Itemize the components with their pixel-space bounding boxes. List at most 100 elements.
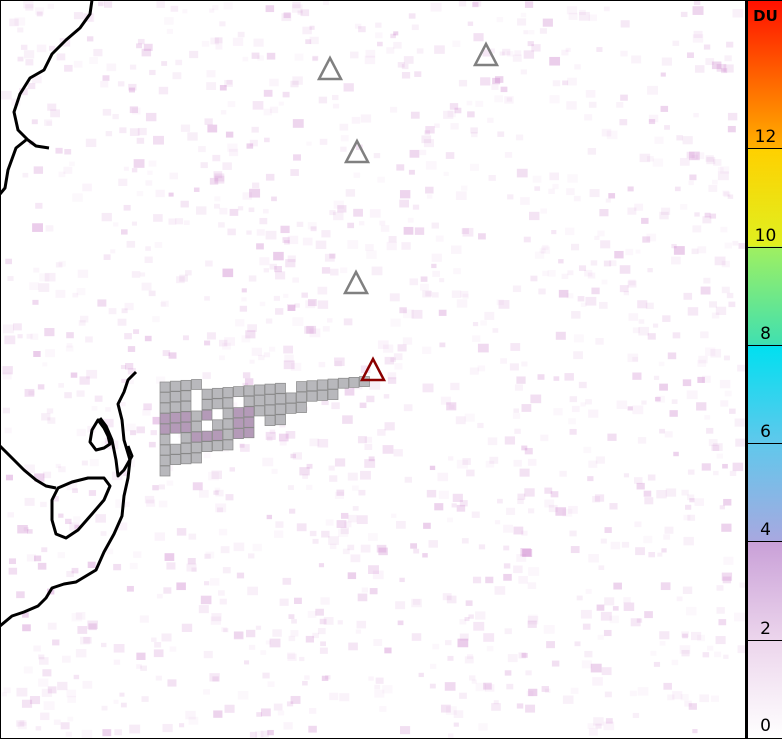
- noise-pixel: [705, 58, 715, 66]
- noise-pixel: [694, 65, 705, 73]
- noise-pixel: [494, 586, 506, 595]
- noise-pixel: [352, 485, 359, 491]
- noise-pixel: [574, 64, 581, 70]
- noise-pixel: [259, 257, 270, 266]
- noise-pixel: [451, 290, 462, 298]
- noise-pixel: [494, 95, 504, 103]
- noise-pixel: [220, 546, 230, 554]
- noise-pixel: [422, 553, 428, 558]
- noise-pixel: [71, 612, 83, 622]
- noise-pixel: [290, 695, 301, 704]
- noise-pixel: [601, 279, 608, 285]
- noise-pixel: [126, 240, 136, 248]
- noise-pixel: [360, 114, 372, 123]
- noise-pixel: [131, 221, 137, 226]
- noise-pixel: [683, 514, 691, 521]
- noise-pixel: [715, 636, 726, 645]
- noise-pixel: [277, 710, 285, 716]
- noise-pixel: [585, 399, 592, 405]
- noise-pixel: [123, 166, 129, 171]
- noise-pixel: [409, 278, 419, 286]
- noise-pixel: [320, 641, 326, 647]
- noise-pixel: [737, 645, 746, 654]
- noise-pixel: [693, 0, 701, 6]
- noise-pixel: [601, 667, 612, 676]
- noise-pixel: [160, 302, 166, 307]
- noise-pixel: [627, 186, 634, 192]
- noise-pixel: [464, 413, 475, 422]
- noise-pixel: [645, 302, 654, 310]
- noise-pixel: [329, 543, 337, 550]
- noise-pixel: [716, 453, 723, 459]
- noise-pixel: [723, 64, 734, 73]
- noise-pixel: [114, 729, 122, 736]
- noise-pixel: [265, 230, 277, 240]
- noise-pixel: [33, 351, 41, 357]
- noise-pixel: [679, 157, 690, 166]
- noise-pixel: [110, 249, 116, 254]
- noise-pixel: [506, 507, 516, 515]
- noise-pixel: [654, 136, 664, 144]
- noise-pixel: [112, 114, 119, 120]
- noise-pixel: [375, 32, 383, 39]
- noise-pixel: [206, 70, 216, 78]
- noise-pixel: [336, 489, 345, 496]
- noise-pixel: [309, 36, 319, 45]
- noise-pixel: [136, 137, 145, 144]
- noise-pixel: [344, 521, 352, 528]
- noise-pixel: [648, 114, 659, 123]
- noise-pixel: [627, 406, 633, 411]
- noise-pixel: [52, 639, 60, 646]
- noise-pixel: [403, 56, 414, 64]
- noise-pixel: [257, 55, 264, 61]
- noise-pixel: [66, 689, 77, 698]
- noise-pixel: [97, 299, 107, 307]
- noise-pixel: [136, 43, 143, 49]
- noise-pixel: [462, 227, 474, 237]
- noise-pixel: [565, 47, 571, 52]
- noise-pixel: [737, 364, 746, 372]
- noise-pixel: [269, 106, 279, 114]
- noise-pixel: [529, 211, 540, 221]
- noise-pixel: [291, 4, 303, 13]
- noise-pixel: [483, 682, 492, 690]
- noise-pixel: [318, 96, 328, 104]
- noise-pixel: [355, 629, 362, 634]
- noise-pixel: [414, 71, 422, 77]
- noise-pixel: [88, 623, 97, 631]
- noise-pixel: [702, 216, 712, 224]
- noise-pixel: [38, 283, 50, 292]
- noise-pixel: [632, 327, 640, 334]
- noise-pixel: [605, 718, 613, 724]
- noise-pixel: [219, 21, 226, 27]
- noise-pixel: [176, 582, 186, 591]
- plume-pixel: [222, 387, 234, 398]
- noise-pixel: [571, 405, 580, 413]
- plume-pixel: [212, 419, 223, 431]
- noise-pixel: [353, 208, 363, 217]
- noise-pixel: [446, 402, 457, 411]
- noise-pixel: [546, 641, 555, 649]
- noise-pixel: [74, 524, 80, 529]
- noise-pixel: [644, 497, 654, 505]
- noise-pixel: [88, 490, 97, 496]
- noise-pixel: [103, 1, 113, 8]
- noise-pixel: [33, 166, 44, 174]
- noise-pixel: [32, 223, 43, 232]
- noise-pixel: [379, 706, 387, 712]
- noise-pixel: [379, 220, 386, 226]
- noise-pixel: [504, 151, 513, 158]
- noise-pixel: [282, 91, 290, 98]
- noise-pixel: [569, 530, 577, 537]
- noise-pixel: [302, 474, 309, 479]
- noise-pixel: [457, 638, 469, 648]
- noise-pixel: [248, 553, 255, 559]
- noise-pixel: [613, 582, 622, 590]
- colorbar-tick: [748, 246, 782, 248]
- noise-pixel: [390, 357, 396, 362]
- noise-pixel: [328, 465, 335, 471]
- noise-pixel: [456, 459, 468, 469]
- noise-pixel: [632, 405, 644, 415]
- noise-pixel: [458, 0, 467, 7]
- noise-pixel: [387, 372, 397, 380]
